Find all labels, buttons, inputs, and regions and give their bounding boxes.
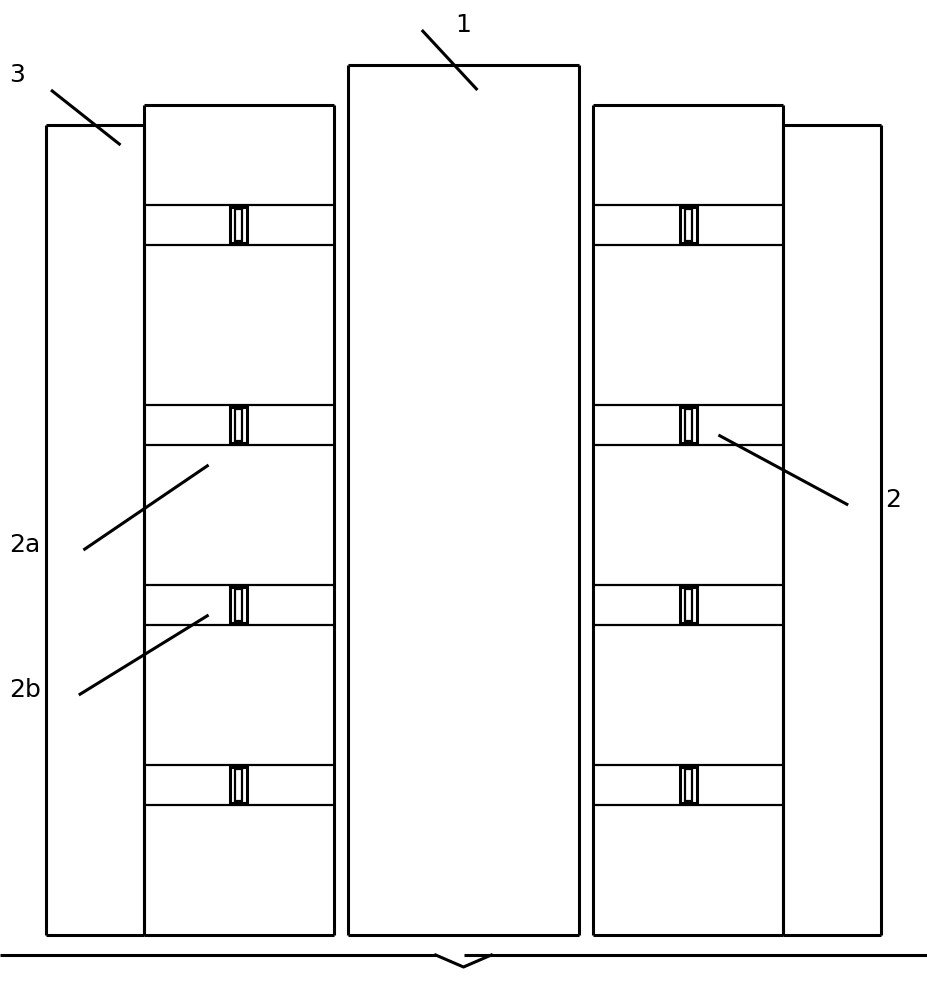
- Text: 2b: 2b: [9, 678, 41, 702]
- Bar: [684, 769, 692, 801]
- Bar: [235, 209, 243, 241]
- Text: 1: 1: [455, 13, 472, 37]
- Text: 2: 2: [885, 488, 901, 512]
- Bar: [230, 587, 247, 623]
- Text: 3: 3: [9, 63, 25, 87]
- Bar: [680, 207, 697, 243]
- Text: 2a: 2a: [9, 533, 41, 557]
- Bar: [235, 769, 243, 801]
- Bar: [230, 407, 247, 443]
- Bar: [684, 209, 692, 241]
- Bar: [230, 767, 247, 803]
- Bar: [230, 207, 247, 243]
- Bar: [680, 767, 697, 803]
- Bar: [680, 587, 697, 623]
- Bar: [684, 409, 692, 441]
- Bar: [680, 407, 697, 443]
- Bar: [235, 409, 243, 441]
- Bar: [235, 589, 243, 621]
- Bar: [684, 589, 692, 621]
